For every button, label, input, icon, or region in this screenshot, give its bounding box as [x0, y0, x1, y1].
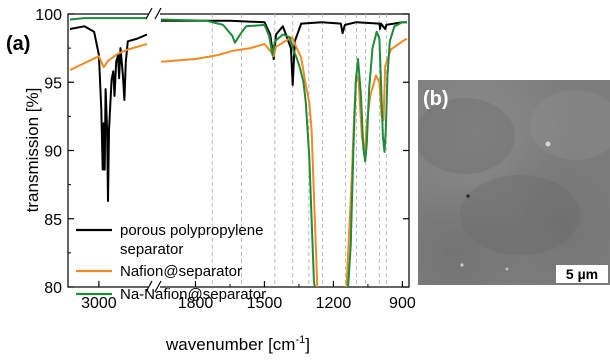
- y-tick-label: 85: [44, 212, 62, 229]
- series-layer: [69, 17, 408, 287]
- axis-break-bottom: [145, 280, 162, 293]
- panel-b-label: (b): [423, 88, 449, 110]
- legend-label-pp-line1: porous polypropylene: [120, 222, 263, 239]
- x-tick-label: 1200: [316, 295, 352, 312]
- series-line-pp-segment-2: [161, 19, 407, 86]
- axis-break-top: [145, 7, 162, 20]
- x-axis-title-end: ]: [305, 335, 310, 354]
- legend-label-pp-line2: separator: [120, 241, 183, 258]
- x-tick-label: 900: [389, 295, 416, 312]
- y-tick-label: 90: [44, 144, 62, 161]
- sem-image: [418, 80, 610, 285]
- series-line-na_nafion-segment-2: [160, 18, 407, 287]
- x-axis-ticks: 3000 1800 1500 1200 900: [81, 281, 416, 312]
- x-tick-label: 1800: [178, 295, 214, 312]
- y-tick-label: 95: [44, 75, 62, 92]
- series-line-pp-segment-1: [69, 25, 148, 202]
- y-tick-label: 100: [35, 7, 62, 24]
- scale-bar: [556, 265, 608, 283]
- legend: porous polypropylene separator Nafion@se…: [76, 222, 266, 303]
- x-axis-title-main: wavenumber [cm: [165, 335, 295, 354]
- y-tick-label: 80: [44, 280, 62, 297]
- x-axis-title: wavenumber [cm-1]: [165, 334, 310, 354]
- y-axis-ticks: 80 85 90 95 100: [35, 7, 409, 297]
- scale-bar-label: 5 µm: [566, 266, 598, 282]
- series-line-na_nafion-segment-1: [69, 17, 147, 21]
- x-axis-title-sup: -1: [295, 334, 305, 346]
- y-axis-title: transmission [%]: [23, 88, 42, 213]
- series-line-nafion-segment-1: [69, 43, 148, 71]
- legend-label-nafion: Nafion@separator: [120, 263, 242, 280]
- series-line-nafion-segment-2: [160, 36, 408, 287]
- legend-label-na-nafion: Na-Nafion@separator: [120, 286, 266, 303]
- panel-a-label: (a): [6, 33, 30, 55]
- x-tick-label: 3000: [81, 295, 117, 312]
- x-tick-label: 1500: [247, 295, 283, 312]
